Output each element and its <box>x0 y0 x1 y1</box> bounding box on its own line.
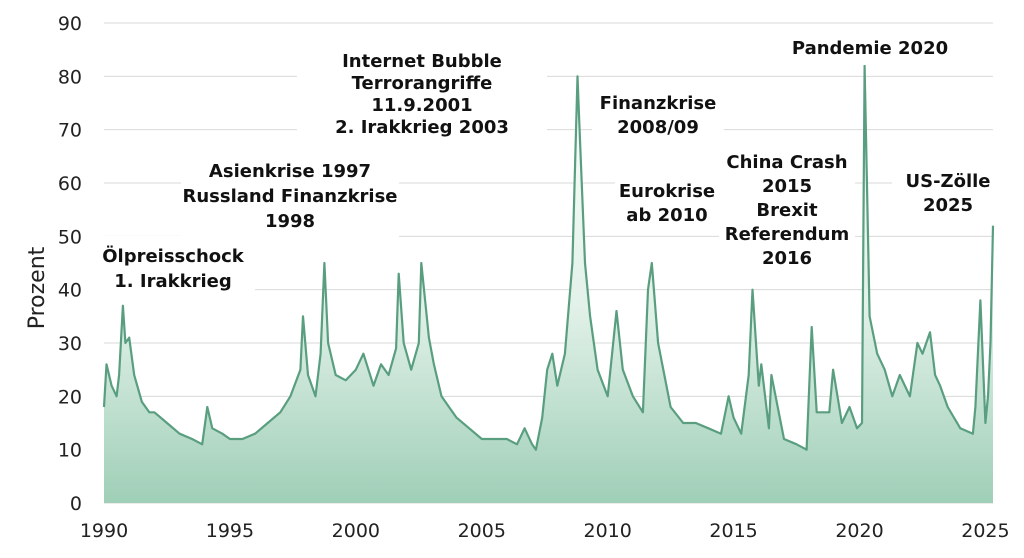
x-tick-label: 2010 <box>584 520 632 542</box>
annotation-text: 2025 <box>923 195 973 216</box>
annotation-text: Ölpreisschock <box>102 245 245 267</box>
annotation-text: 2008/09 <box>617 117 699 138</box>
annotation-box: Pandemie 2020 <box>759 29 981 65</box>
annotation-text: 2015 <box>762 176 812 197</box>
x-tick-label: 2005 <box>458 520 506 542</box>
annotation-text: 1998 <box>265 211 315 232</box>
annotation-box: Asienkrise 1997 Russland Finanzkrise 1998 <box>181 151 399 238</box>
annotation-text: 2. Irakkrieg 2003 <box>335 117 509 138</box>
annotation-text: Internet Bubble <box>342 51 502 72</box>
x-tick-label: 2025 <box>961 520 1009 542</box>
x-tick-label: 1990 <box>80 520 128 542</box>
annotation-text: Finanzkrise <box>600 93 717 114</box>
annotation-text: Eurokrise <box>619 181 715 202</box>
x-tick-label: 2015 <box>709 520 757 542</box>
annotation-text: 1. Irakkrieg <box>114 271 231 292</box>
annotation-box: Ölpreisschock 1. Irakkrieg <box>91 236 255 298</box>
annotation-background <box>592 84 724 144</box>
x-tick-label: 2020 <box>835 520 883 542</box>
annotation-text: 11.9.2001 <box>371 95 472 116</box>
annotation-text: Referendum <box>725 224 849 245</box>
annotation-box: Eurokrise ab 2010 <box>615 172 719 232</box>
annotation-background <box>297 44 547 144</box>
annotation-text: Pandemie 2020 <box>792 38 948 59</box>
annotation-text: US-Zölle <box>905 171 990 192</box>
annotation-background <box>615 172 719 232</box>
series-area <box>102 64 995 503</box>
annotation-background <box>91 236 255 298</box>
y-axis-label: Prozent <box>25 246 50 329</box>
annotation-text: China Crash <box>726 152 847 173</box>
series-line <box>102 64 995 451</box>
annotation-box: US-Zölle 2025 <box>892 162 1004 222</box>
annotation-box: Finanzkrise 2008/09 <box>592 84 724 144</box>
annotation-background <box>719 143 855 275</box>
y-tick-label: 70 <box>58 120 82 142</box>
x-tick-label: 1995 <box>206 520 254 542</box>
y-tick-label: 50 <box>58 226 82 248</box>
x-tick-label: 2000 <box>332 520 380 542</box>
annotation-background <box>181 151 399 238</box>
y-tick-label: 90 <box>58 13 82 35</box>
annotation-text: Terrorangriffe <box>352 73 493 94</box>
event-annotations: Ölpreisschock 1. Irakkrieg Asienkrise 1997… <box>91 29 1004 298</box>
annotation-background <box>759 29 981 65</box>
annotation-text: 2016 <box>762 248 812 269</box>
y-tick-label: 80 <box>58 66 82 88</box>
y-tick-label: 40 <box>58 280 82 302</box>
annotation-box: China Crash 2015 Brexit Referendum 2016 <box>719 143 855 275</box>
annotation-text: Asienkrise 1997 <box>209 161 371 182</box>
annotation-text: Brexit <box>756 200 818 221</box>
annotation-background <box>892 162 1004 222</box>
y-tick-label: 20 <box>58 386 82 408</box>
annotation-box: Internet BubbleTerrorangriffe11.9.20012.… <box>297 44 547 144</box>
y-tick-label: 10 <box>58 440 82 462</box>
x-axis-ticks: 1990 1995 2000 2005 2010 2015 2020 2025 <box>80 520 1010 542</box>
y-axis-ticks: 0 10 20 30 40 50 60 70 80 90 <box>58 13 82 515</box>
y-tick-label: 0 <box>70 493 82 515</box>
annotation-text: Russland Finanzkrise <box>182 186 397 207</box>
annotation-text: ab 2010 <box>626 205 707 226</box>
y-tick-label: 60 <box>58 173 82 195</box>
y-tick-label: 30 <box>58 333 82 355</box>
